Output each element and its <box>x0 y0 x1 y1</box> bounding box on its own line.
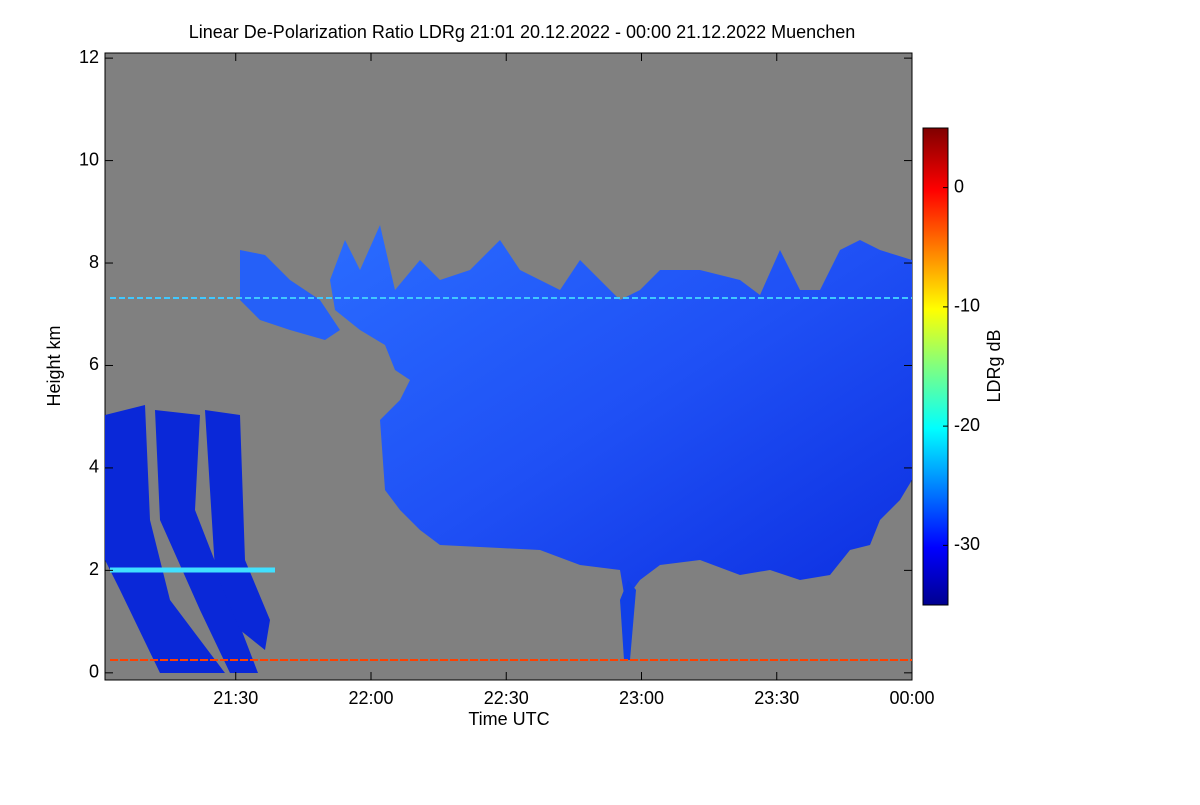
x-axis-label: Time UTC <box>468 709 549 729</box>
cloud-region <box>240 250 340 340</box>
echo-field <box>105 225 912 673</box>
chart-title: Linear De-Polarization Ratio LDRg 21:01 … <box>189 22 855 42</box>
cloud-region <box>330 225 912 600</box>
y-tick-label: 12 <box>79 47 99 67</box>
colorbar-label: LDRg dB <box>984 329 1004 402</box>
x-tick-label: 00:00 <box>889 688 934 708</box>
y-tick-label: 10 <box>79 149 99 169</box>
cloud-region <box>620 580 636 660</box>
y-tick-label: 8 <box>89 252 99 272</box>
x-tick-label: 23:30 <box>754 688 799 708</box>
cloud-region <box>205 410 270 650</box>
y-tick-label: 4 <box>89 457 99 477</box>
colorbar-tick-label: -20 <box>954 415 980 435</box>
x-tick-label: 22:00 <box>348 688 393 708</box>
y-tick-label: 6 <box>89 354 99 374</box>
y-tick-label: 2 <box>89 559 99 579</box>
x-tick-label: 22:30 <box>484 688 529 708</box>
colorbar <box>922 127 949 606</box>
colorbar-tick-label: 0 <box>954 176 964 196</box>
x-tick-label: 23:00 <box>619 688 664 708</box>
colorbar-tick-label: -10 <box>954 296 980 316</box>
y-tick-label: 0 <box>89 662 99 682</box>
y-axis-label: Height km <box>44 325 64 406</box>
cloud-region <box>105 405 225 673</box>
x-tick-label: 21:30 <box>213 688 258 708</box>
colorbar-tick-label: -30 <box>954 534 980 554</box>
